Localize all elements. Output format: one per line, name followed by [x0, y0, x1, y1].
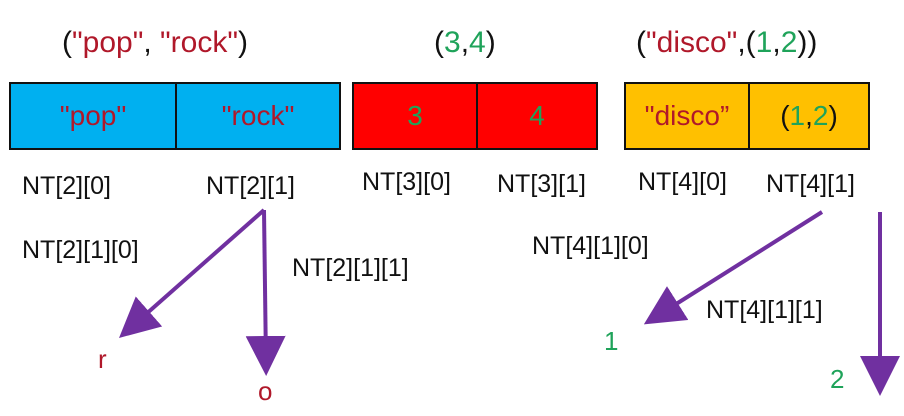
paren: ) [828, 100, 838, 131]
leaf-r: r [98, 344, 107, 374]
cell-pop: "pop" [9, 82, 177, 150]
separator: , [460, 26, 470, 59]
paren: ) [485, 26, 496, 59]
tuple-heading-disco: ("disco",(1,2)) [636, 26, 817, 60]
label-nt-2-1: NT[2][1] [206, 172, 295, 200]
heading-1: 1 [755, 26, 773, 59]
label-nt-3-1: NT[3][1] [497, 170, 586, 198]
cell-4: 4 [476, 82, 598, 150]
heading-2: 2 [780, 26, 798, 59]
paren: ) [238, 26, 249, 59]
label-nt-4-0: NT[4][0] [638, 168, 727, 196]
separator: , [143, 26, 161, 59]
label-nt-3-0: NT[3][0] [362, 168, 451, 196]
paren: ( [434, 26, 444, 59]
cell-disco-text: "disco” [644, 100, 730, 131]
tuple-heading-pop-rock: ("pop", "rock") [62, 26, 248, 60]
separator: ,( [737, 26, 756, 59]
arrow-to-r [119, 208, 266, 338]
cell-pair-1: 1 [789, 100, 806, 131]
label-nt-2-1-0: NT[2][1][0] [22, 236, 139, 264]
paren: ( [780, 100, 790, 131]
paren: )) [797, 26, 818, 59]
cell-pair-2: 2 [812, 100, 829, 131]
cell-rock: "rock" [175, 82, 341, 150]
separator: , [772, 26, 781, 59]
paren: ( [636, 26, 646, 59]
label-nt-2-1-1: NT[2][1][1] [292, 254, 409, 282]
cell-4-text: 4 [529, 100, 545, 131]
paren: ( [62, 26, 72, 59]
label-nt-4-1-1: NT[4][1][1] [706, 296, 823, 324]
cell-rock-text: "rock" [221, 100, 295, 131]
leaf-1: 1 [604, 326, 619, 356]
heading-4: 4 [469, 26, 486, 59]
label-nt-4-1: NT[4][1] [766, 170, 855, 198]
cell-3-text: 3 [407, 100, 423, 131]
separator: , [805, 100, 813, 131]
heading-pop: "pop" [72, 26, 144, 59]
leaf-o: o [258, 376, 273, 406]
cell-pair: (1, 2) [748, 82, 870, 150]
cell-pop-text: "pop" [59, 100, 127, 131]
label-nt-2-0: NT[2][0] [22, 172, 111, 200]
tuple-heading-3-4: (3,4) [434, 26, 496, 60]
arrow-to-o [245, 209, 286, 376]
label-nt-4-1-0: NT[4][1][0] [532, 232, 649, 260]
heading-rock: "rock" [160, 26, 239, 59]
arrow-to-1 [643, 210, 824, 325]
heading-3: 3 [444, 26, 461, 59]
leaf-2: 2 [830, 364, 845, 394]
cell-disco: "disco” [624, 82, 750, 150]
heading-disco: "disco" [646, 26, 738, 59]
cell-3: 3 [352, 82, 478, 150]
